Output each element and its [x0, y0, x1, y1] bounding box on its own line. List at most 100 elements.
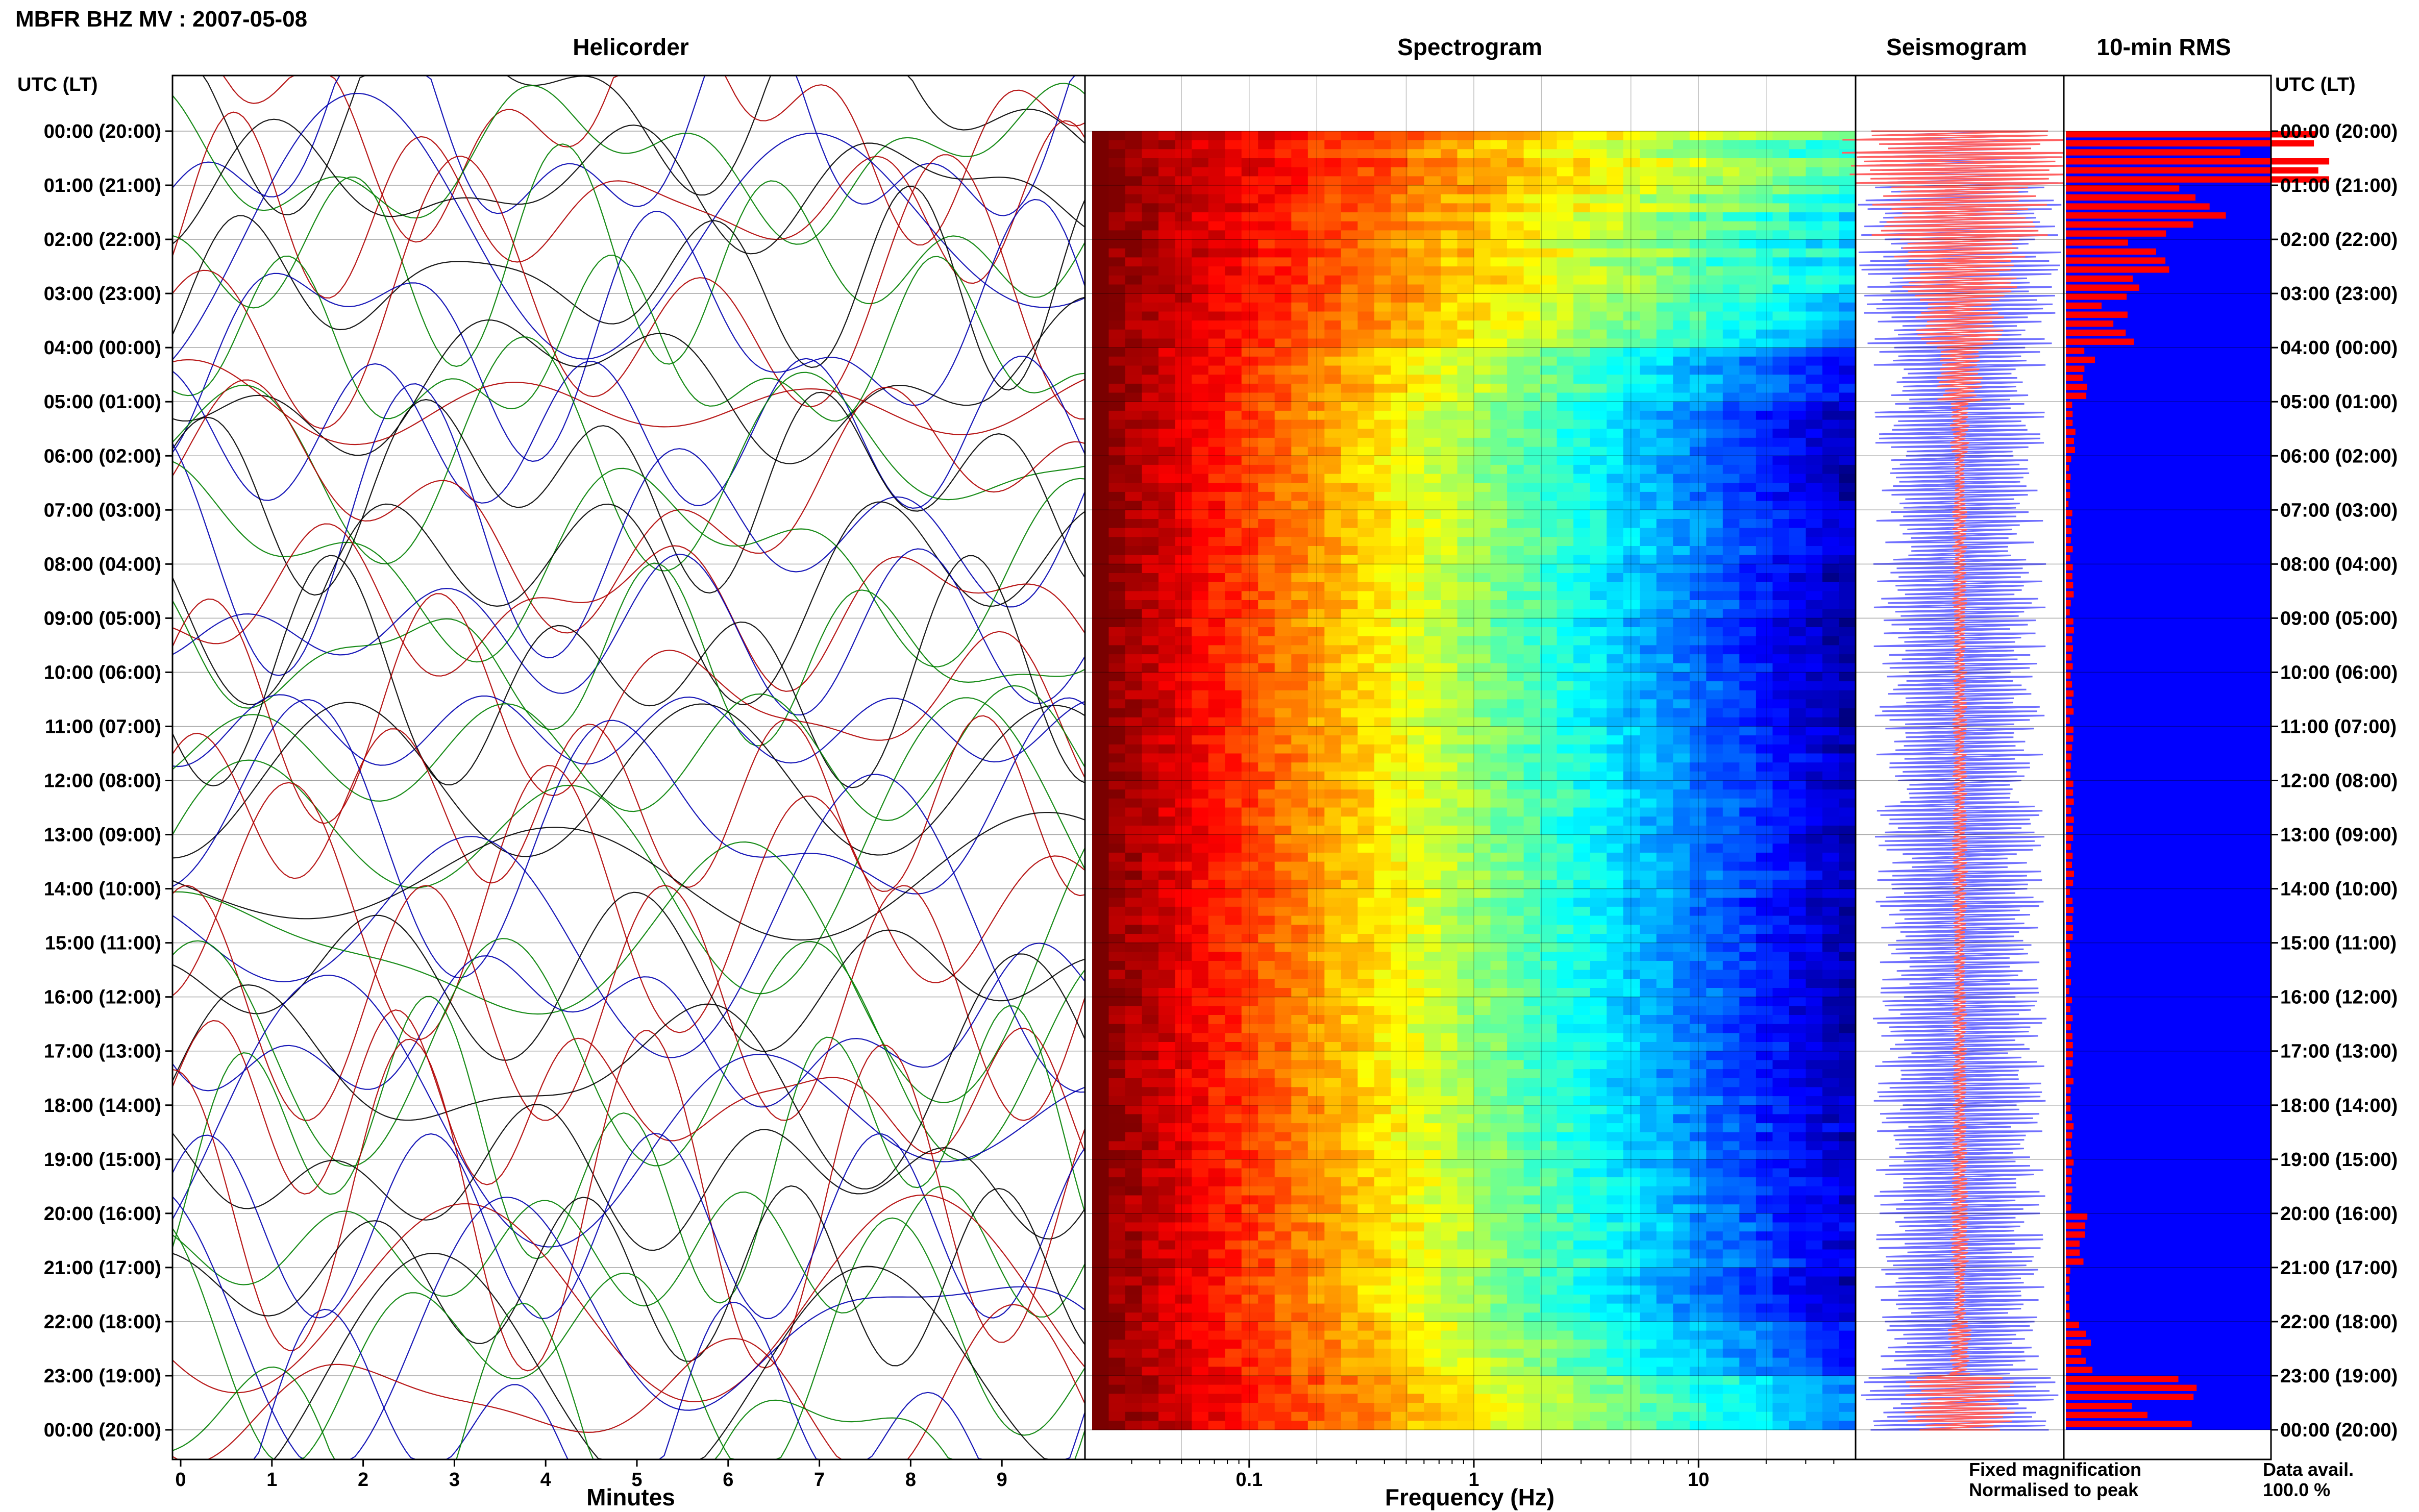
spectrogram-cell: [1457, 158, 1474, 168]
spectrogram-cell: [1656, 311, 1674, 321]
spectrogram-cell: [1789, 573, 1807, 583]
spectrogram-cell: [1307, 834, 1325, 844]
spectrogram-cell: [1291, 212, 1309, 222]
helicorder-trace: [172, 75, 1085, 216]
spectrogram-cell: [1457, 194, 1474, 204]
spectrogram-cell: [1341, 906, 1359, 916]
spectrogram-cell: [1806, 915, 1823, 925]
spectrogram-cell: [1391, 402, 1408, 411]
spectrogram-cell: [1540, 753, 1558, 763]
spectrogram-cell: [1689, 906, 1707, 916]
spectrogram-cell: [1789, 879, 1807, 889]
spectrogram-cell: [1689, 140, 1707, 150]
spectrogram-cell: [1324, 185, 1342, 195]
spectrogram-cell: [1540, 392, 1558, 402]
spectrogram-cell: [1722, 645, 1740, 655]
spectrogram-cell: [1656, 194, 1674, 204]
spectrogram-cell: [1357, 1069, 1375, 1079]
spectrogram-cell: [1208, 158, 1226, 168]
spectrogram-cell: [1507, 1042, 1524, 1052]
spectrogram-cell: [1689, 591, 1707, 601]
spectrogram-cell: [1590, 284, 1608, 294]
spectrogram-cell: [1258, 961, 1275, 971]
spectrogram-cell: [1839, 419, 1856, 429]
spectrogram-cell: [1540, 1024, 1558, 1033]
spectrogram-cell: [1739, 934, 1757, 944]
spectrogram-cell: [1623, 1015, 1641, 1025]
spectrogram-cell: [1374, 383, 1392, 393]
spectrogram-cell: [1557, 510, 1574, 519]
spectrogram-cell: [1623, 483, 1641, 492]
spectrogram-cell: [1739, 1051, 1757, 1060]
spectrogram-cell: [1225, 961, 1242, 971]
spectrogram-cell: [1722, 789, 1740, 799]
spectrogram-cell: [1092, 925, 1109, 934]
spectrogram-cell: [1341, 356, 1359, 366]
spectrogram-cell: [1722, 356, 1740, 366]
spectrogram-cell: [1722, 464, 1740, 475]
spectrogram-cell: [1125, 149, 1143, 159]
spectrogram-cell: [1789, 510, 1807, 519]
spectrogram-cell: [1822, 447, 1840, 456]
spectrogram-cell: [1722, 1033, 1740, 1043]
spectrogram-cell: [1590, 925, 1608, 934]
spectrogram-cell: [1673, 149, 1690, 159]
spectrogram-cell: [1607, 1006, 1624, 1015]
spectrogram-cell: [1490, 483, 1508, 492]
spectrogram-cell: [1158, 879, 1176, 889]
spectrogram-cell: [1374, 230, 1392, 240]
helicorder-trace: [172, 943, 1085, 1108]
spectrogram-cell: [1772, 753, 1790, 763]
spectrogram-cell: [1756, 464, 1773, 475]
spectrogram-cell: [1607, 149, 1624, 159]
spectrogram-cell: [1208, 410, 1226, 420]
spectrogram-cell: [1507, 762, 1524, 772]
spectrogram-cell: [1722, 419, 1740, 429]
spectrogram-cell: [1789, 663, 1807, 673]
spectrogram-cell: [1225, 1042, 1242, 1052]
spectrogram-cell: [1441, 636, 1458, 646]
spectrogram-cell: [1092, 437, 1109, 448]
spectrogram-cell: [1307, 852, 1325, 862]
spectrogram-cell: [1706, 158, 1723, 168]
spectrogram-cell: [1507, 437, 1524, 448]
spectrogram-cell: [1142, 546, 1159, 556]
spectrogram-cell: [1208, 871, 1226, 880]
spectrogram-cell: [1241, 582, 1259, 591]
spectrogram-cell: [1241, 491, 1259, 502]
spectrogram-cell: [1291, 636, 1309, 646]
spectrogram-cell: [1192, 239, 1209, 249]
spectrogram-cell: [1192, 510, 1209, 519]
spectrogram-cell: [1839, 699, 1856, 709]
spectrogram-cell: [1474, 735, 1491, 745]
spectrogram-cell: [1341, 708, 1359, 718]
spectrogram-cell: [1291, 861, 1309, 871]
spectrogram-cell: [1573, 780, 1591, 790]
spectrogram-cell: [1656, 221, 1674, 231]
spectrogram-cell: [1092, 591, 1109, 601]
spectrogram-cell: [1241, 131, 1259, 141]
spectrogram-cell: [1175, 753, 1193, 763]
spectrogram-cell: [1208, 266, 1226, 276]
spectrogram-cell: [1490, 654, 1508, 664]
spectrogram-cell: [1457, 636, 1474, 646]
spectrogram-cell: [1722, 943, 1740, 952]
spectrogram-cell: [1258, 1087, 1275, 1097]
spectrogram-cell: [1839, 383, 1856, 393]
spectrogram-cell: [1507, 546, 1524, 556]
spectrogram-cell: [1806, 365, 1823, 375]
spectrogram-cell: [1623, 564, 1641, 574]
spectrogram-cell: [1557, 861, 1574, 871]
spectrogram-cell: [1324, 898, 1342, 907]
spectrogram-cell: [1441, 1087, 1458, 1097]
spectrogram-cell: [1573, 519, 1591, 529]
spectrogram-cell: [1623, 807, 1641, 817]
spectrogram-cell: [1640, 266, 1657, 276]
spectrogram-cell: [1557, 383, 1574, 393]
spectrogram-cell: [1374, 1015, 1392, 1025]
spectrogram-cell: [1822, 212, 1840, 222]
spectrogram-cell: [1374, 970, 1392, 979]
spectrogram-cell: [1590, 726, 1608, 736]
spectrogram-cell: [1540, 456, 1558, 465]
spectrogram-cell: [1307, 943, 1325, 952]
